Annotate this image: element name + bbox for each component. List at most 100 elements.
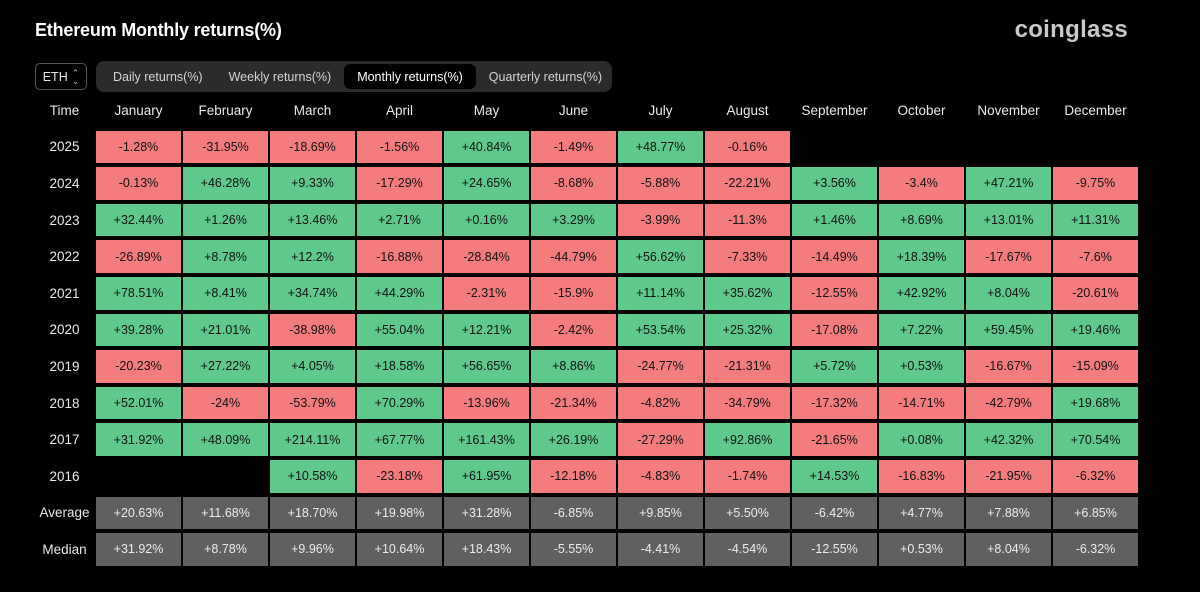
return-cell: -15.09% [1053,350,1138,383]
return-cell: +3.56% [792,167,877,200]
return-cell: +9.96% [270,533,355,566]
return-cell: -0.16% [705,130,790,164]
return-cell: -22.21% [705,167,790,200]
return-cell: +1.46% [792,203,877,237]
year-label: 2019 [49,358,80,374]
summary-row-label: Average [39,505,90,521]
return-cell: +24.65% [444,167,529,200]
year-row: 2016 +10.58% -23.18% +61.95% -12.18% -4.83% -1… [34,458,1139,495]
return-cell: -21.65% [792,423,877,456]
year-row: 2023 +32.44% +1.26% +13.46% +2.71% +0.16% +3.2… [34,202,1139,239]
return-cell: -9.75% [1053,167,1138,200]
return-cell: -23.18% [357,459,442,493]
return-cell: +52.01% [96,386,181,420]
return-cell: -4.54% [705,533,790,566]
return-cell: +48.77% [618,130,703,164]
return-cell: -1.74% [705,459,790,493]
tab-monthly-returns[interactable]: Monthly returns(%) [344,64,476,89]
monthly-returns-heatmap: Time January February March April May June July… [34,92,1139,568]
return-cell: +8.04% [966,276,1051,310]
return-cell: +31.92% [96,423,181,456]
return-cell: -14.49% [792,240,877,273]
page-title: Ethereum Monthly returns(%) [35,20,282,40]
chevron-updown-icon: ⌃ ⌄ [71,67,80,86]
asset-select-value: ETH [42,69,68,84]
returns-period-tabs: Daily returns(%) Weekly returns(%) Month… [96,61,612,92]
return-cell: +70.54% [1053,423,1138,456]
return-cell: -24% [183,386,268,420]
return-cell: -5.88% [618,167,703,200]
return-cell: -1.49% [531,130,616,164]
month-column-header: January [114,102,163,118]
return-cell: +70.29% [357,386,442,420]
return-cell: +48.09% [183,423,268,456]
return-cell: +4.05% [270,350,355,383]
return-cell: +46.28% [183,167,268,200]
return-cell: +92.86% [705,423,790,456]
return-cell: -3.4% [879,167,964,200]
return-cell: +10.58% [270,459,355,493]
return-cell: -18.69% [270,130,355,164]
return-cell: -13.96% [444,386,529,420]
year-label: 2018 [49,395,80,411]
return-cell: +8.69% [879,203,964,237]
empty-cell [96,460,181,493]
return-cell: -21.34% [531,386,616,420]
return-cell: -28.84% [444,240,529,273]
return-cell: +42.92% [879,276,964,310]
year-label: 2024 [49,175,80,191]
return-cell: +2.71% [357,203,442,237]
year-label: 2022 [49,249,80,265]
return-cell: -20.61% [1053,276,1138,310]
return-cell: -21.31% [705,350,790,383]
return-cell: +7.22% [879,313,964,347]
return-cell: +67.77% [357,423,442,456]
return-cell: -8.68% [531,167,616,200]
return-cell: +20.63% [96,496,181,530]
return-cell: -4.41% [618,533,703,566]
return-cell: -12.55% [792,533,877,566]
tab-weekly-returns[interactable]: Weekly returns(%) [228,69,332,84]
return-cell: +0.08% [879,423,964,456]
return-cell: +56.65% [444,350,529,383]
return-cell: +42.32% [966,423,1051,456]
return-cell: +1.26% [183,203,268,237]
return-cell: -17.29% [357,167,442,200]
return-cell: -12.55% [792,276,877,310]
month-column-header: July [648,102,673,118]
year-row: 2022 -26.89% +8.78% +12.2% -16.88% -28.84% -44… [34,238,1139,275]
year-row: 2019 -20.23% +27.22% +4.05% +18.58% +56.65% +8… [34,348,1139,385]
return-cell: +14.53% [792,459,877,493]
return-cell: -38.98% [270,313,355,347]
return-cell: +31.92% [96,533,181,566]
return-cell: -21.95% [966,459,1051,493]
return-cell: -6.85% [531,496,616,530]
return-cell: +12.21% [444,313,529,347]
return-cell: +21.01% [183,313,268,347]
empty-cell [966,131,1051,164]
return-cell: -26.89% [96,240,181,273]
return-cell: -2.31% [444,276,529,310]
year-row: 2024 -0.13% +46.28% +9.33% -17.29% +24.65% -8.… [34,165,1139,202]
asset-select[interactable]: ETH ⌃ ⌄ [35,63,87,90]
return-cell: +9.85% [618,496,703,530]
month-column-header: March [293,102,332,118]
return-cell: +11.14% [618,276,703,310]
return-cell: +8.78% [183,533,268,566]
month-column-header: September [801,102,868,118]
return-cell: +31.28% [444,496,529,530]
return-cell: +214.11% [270,423,355,456]
return-cell: +0.53% [879,533,964,566]
return-cell: +55.04% [357,313,442,347]
time-column-header: Time [49,102,80,118]
return-cell: +40.84% [444,130,529,164]
year-row: 2025 -1.28% -31.95% -18.69% -1.56% +40.84% -1.… [34,129,1139,166]
tab-daily-returns[interactable]: Daily returns(%) [113,69,203,84]
return-cell: -24.77% [618,350,703,383]
tab-quarterly-returns[interactable]: Quarterly returns(%) [488,69,603,84]
month-column-header: August [726,102,769,118]
summary-row: Average +20.63% +11.68% +18.70% +19.98% +31.2… [34,495,1139,532]
return-cell: +19.98% [357,496,442,530]
return-cell: +56.62% [618,240,703,273]
return-cell: +10.64% [357,533,442,566]
